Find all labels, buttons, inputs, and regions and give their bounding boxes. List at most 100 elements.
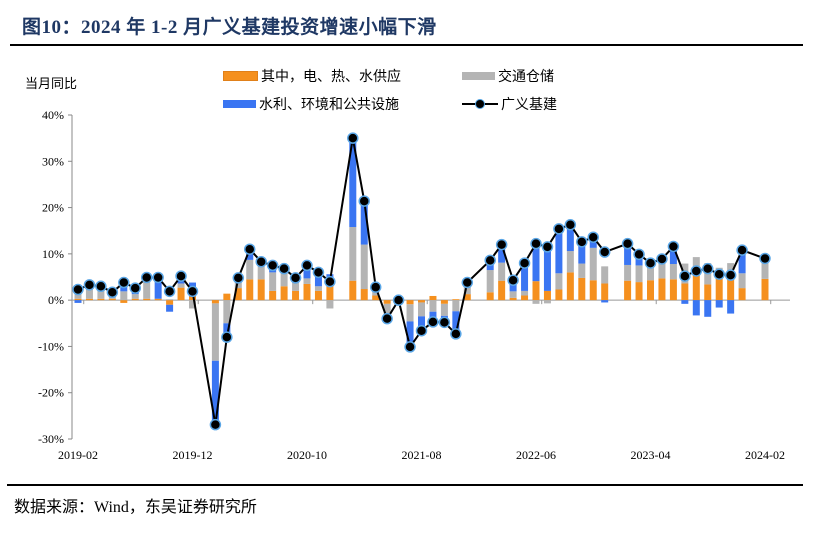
bar-water_env <box>555 228 563 274</box>
x-tick-label: 2022-06 <box>516 448 556 462</box>
bar-utilities <box>635 282 643 301</box>
total-point-marker <box>324 275 336 288</box>
total-point-marker <box>530 237 542 250</box>
bar-utilities <box>669 279 677 301</box>
y-tick-label: 20% <box>42 201 64 215</box>
y-axis-label: 当月同比 <box>25 76 78 91</box>
bar-utilities <box>704 284 712 301</box>
total-point-marker <box>106 286 119 299</box>
legend-label: 水利、环境和公共设施 <box>259 98 399 113</box>
bar-utilities <box>532 281 540 301</box>
bar-utilities <box>383 300 391 304</box>
x-tick-label: 2021-08 <box>402 448 442 462</box>
bar-utilities <box>498 280 506 301</box>
bar-transport <box>177 283 185 288</box>
bar-utilities <box>349 280 357 301</box>
legend-item-total: 广义基建 <box>462 94 557 114</box>
bar-water_env <box>578 242 586 264</box>
bar-transport <box>166 299 174 301</box>
y-tick-label: 10% <box>42 247 64 261</box>
bar-transport <box>669 264 677 280</box>
bar-utilities <box>429 295 437 301</box>
total-point-marker <box>427 316 439 328</box>
y-tick-label: 30% <box>42 154 64 168</box>
bar-water_env <box>715 300 723 308</box>
bar-transport <box>578 263 586 278</box>
total-point-marker <box>438 316 451 329</box>
bar-transport <box>143 278 151 299</box>
bar-transport <box>406 304 414 322</box>
total-point-marker <box>369 281 382 293</box>
total-point-marker <box>461 276 474 289</box>
bar-utilities <box>555 289 563 301</box>
total-point-marker <box>83 279 96 291</box>
bar-transport <box>452 300 460 312</box>
total-point-marker <box>312 266 325 279</box>
bar-water_env <box>360 200 368 245</box>
bar-transport <box>223 300 231 324</box>
bar-transport <box>589 247 597 281</box>
axes: 40% 30% 20% 10% 0% -10% -20% -30% 2019-02 2019-12… <box>38 108 790 462</box>
bar-utilities <box>440 300 448 304</box>
total-point-marker <box>152 271 164 284</box>
y-tick-label: 40% <box>42 108 64 122</box>
bar-transport <box>463 287 471 295</box>
bar-utilities <box>406 300 414 305</box>
y-tick-label: -20% <box>38 386 64 400</box>
bar-transport <box>383 303 391 315</box>
total-point-marker <box>690 265 703 277</box>
bar-transport <box>738 273 746 289</box>
total-point-marker <box>175 270 187 282</box>
bar-transport <box>624 264 632 281</box>
total-point-marker <box>278 262 290 275</box>
bar-utilities <box>97 298 105 301</box>
legend-line-marker-icon <box>462 99 498 109</box>
total-point-marker <box>140 271 153 284</box>
bar-transport <box>647 267 654 281</box>
footer-divider <box>7 484 803 486</box>
bar-utilities <box>624 280 632 301</box>
total-point-marker <box>404 341 416 353</box>
bar-transport <box>349 227 357 281</box>
total-point-marker <box>358 195 370 207</box>
bar-transport <box>372 290 380 296</box>
bar-water_env <box>452 311 460 331</box>
bar-water_env <box>669 245 677 265</box>
bar-utilities <box>314 290 322 301</box>
bar-transport <box>498 262 506 281</box>
y-tick-label: 0% <box>48 293 64 307</box>
bar-transport <box>429 300 437 312</box>
legend-swatch-orange-icon <box>223 71 258 81</box>
legend-label: 其中，电、热、水供应 <box>261 70 401 85</box>
bar-water_env <box>738 250 746 274</box>
bar-utilities <box>463 294 471 301</box>
total-point-marker <box>679 270 691 282</box>
bar-utilities <box>269 290 277 301</box>
bar-transport <box>521 290 529 296</box>
bar-utilities <box>521 295 529 301</box>
bar-utilities <box>303 283 311 301</box>
bar-utilities <box>418 300 425 303</box>
bar-water_env <box>406 321 414 347</box>
bar-water_env <box>543 248 551 291</box>
total-point-marker <box>759 252 771 265</box>
bar-transport <box>658 263 666 279</box>
total-point-marker <box>598 246 611 258</box>
bar-utilities <box>647 280 654 301</box>
total-point-marker <box>118 276 130 289</box>
bar-utilities <box>566 272 574 301</box>
bar-water_env <box>74 300 82 303</box>
bar-utilities <box>601 283 609 301</box>
legend-item-water-env: 水利、环境和公共设施 <box>223 94 399 114</box>
bar-transport <box>131 294 139 299</box>
bar-utilities <box>738 288 746 301</box>
bar-transport <box>189 300 196 309</box>
total-point-marker <box>450 328 462 340</box>
bar-water_env <box>566 225 574 252</box>
y-tick-label: -30% <box>38 432 64 446</box>
bar-utilities <box>761 278 769 301</box>
bar-water_env <box>349 139 357 228</box>
total-point-marker <box>702 262 714 275</box>
bar-water_env <box>418 316 425 332</box>
